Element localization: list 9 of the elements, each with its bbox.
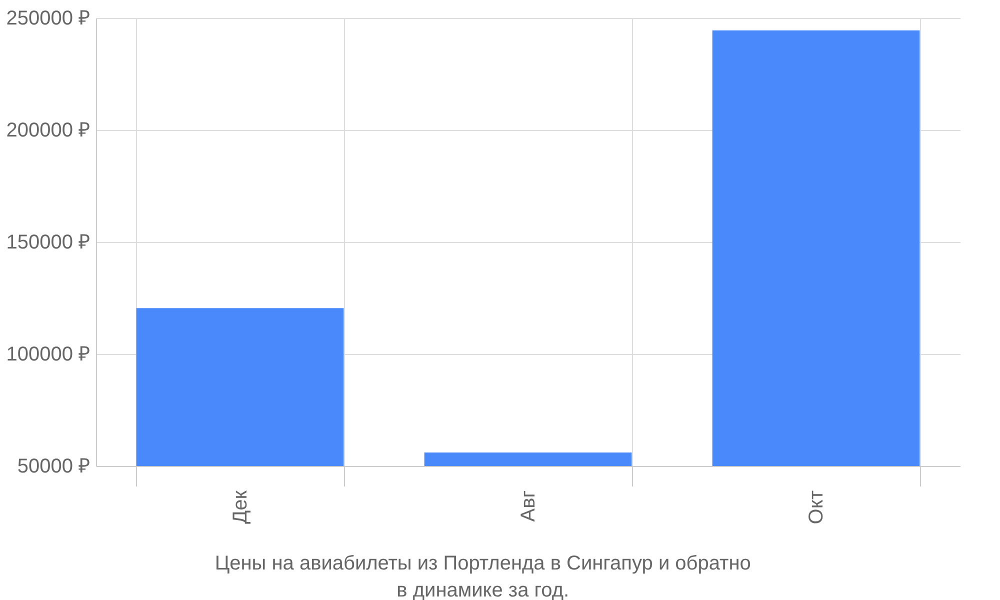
y-tick-label: 150000 ₽	[6, 232, 90, 254]
y-tick-label: 250000 ₽	[6, 8, 90, 30]
x-tick-label: Окт	[806, 490, 828, 524]
x-tick-label: Авг	[518, 490, 540, 522]
y-tick-label: 50000 ₽	[17, 456, 90, 478]
text: Цены на авиабилеты из Портленда в Сингапур и обратно	[214, 552, 751, 575]
x-tick-label: Дек	[230, 490, 252, 524]
y-tick-label: 100000 ₽	[6, 344, 90, 366]
y-tick-label: 200000 ₽	[6, 120, 90, 142]
